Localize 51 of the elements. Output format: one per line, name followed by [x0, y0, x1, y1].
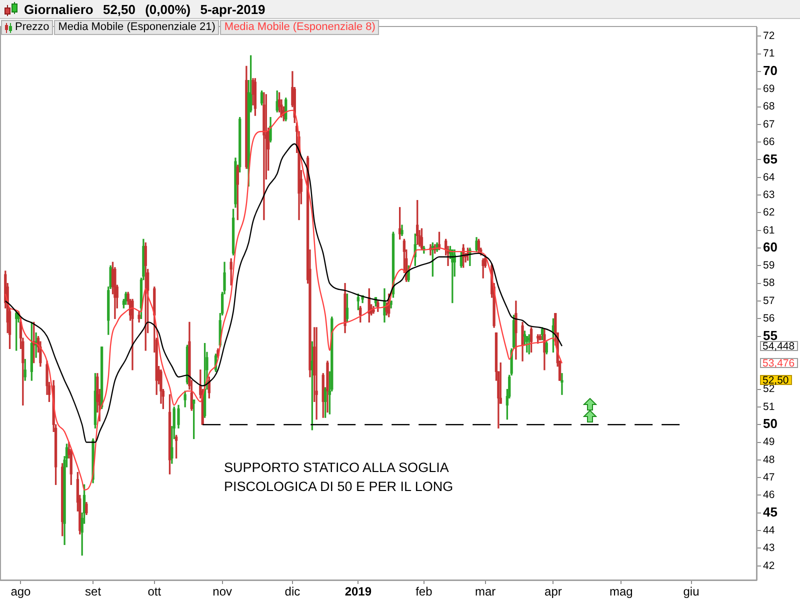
text: Media Mobile (Esponenziale 8) [224, 21, 376, 34]
y-tick-label: 47 [763, 471, 775, 484]
y-tick-label: 67 [763, 118, 775, 130]
y-tick-label: 68 [763, 100, 775, 113]
x-tick-label: ott [148, 584, 162, 599]
y-tick-label: 70 [763, 63, 778, 78]
x-tick-label: ago [10, 584, 32, 599]
y-tick-label: 51 [763, 400, 775, 413]
y-tick-label: 58 [763, 277, 775, 290]
x-tick-label: apr [544, 584, 562, 599]
y-tick-label: 48 [763, 454, 775, 466]
y-tick-label: 46 [763, 489, 775, 502]
y-tick-label: 65 [763, 151, 778, 166]
y-tick-label: 69 [763, 82, 775, 95]
y-tick-label: 50 [763, 416, 778, 432]
y-tick-label: 55 [763, 328, 778, 343]
candlestick [315, 327, 318, 420]
x-tick-label: feb [416, 584, 433, 599]
y-tick-label: 56 [763, 312, 775, 325]
legend-label: Prezzo [15, 21, 50, 34]
chart-title: Giornaliero 52,50 (0,00%) 5-apr-2019 [24, 2, 266, 17]
x-tick-label: nov [212, 584, 232, 599]
text: 53,476 [762, 357, 795, 370]
y-tick-label: 64 [763, 171, 775, 184]
x-tick-label: mar [474, 584, 496, 599]
y-tick-label: 72 [763, 30, 775, 42]
candlestick [560, 373, 564, 395]
y-tick-label: 57 [763, 294, 775, 307]
annotation: SUPPORTO STATICO ALLA SOGLIA PISCOLOGICA DI 50 E PER IL LONG [224, 459, 454, 496]
y-tick-label: 61 [763, 224, 775, 236]
y-tick-label: 60 [763, 240, 778, 255]
y-tick-label: 63 [763, 188, 775, 201]
x-tick-label: set [85, 584, 102, 599]
annotation: 52,50 [762, 374, 789, 386]
x-tick-label: giu [683, 584, 700, 599]
y-tick-label: 59 [763, 260, 775, 272]
x-tick-label: dic [284, 584, 300, 599]
y-tick-label: 62 [763, 206, 775, 219]
y-tick-label: 45 [763, 504, 778, 520]
x-tick-label: mag [609, 584, 633, 599]
y-tick-label: 71 [763, 48, 775, 60]
text: 54,448 [762, 340, 795, 352]
line-series [4, 143, 563, 443]
y-tick-label: 44 [763, 524, 775, 536]
y-tick-label: 66 [763, 136, 775, 148]
y-tick-label: 42 [763, 560, 775, 572]
y-tick-label: 43 [763, 542, 775, 554]
line-series [4, 110, 563, 491]
x-tick-label: 2019 [344, 584, 372, 599]
y-tick-label: 49 [763, 436, 775, 448]
text: Media Mobile (Esponenziale 21) [58, 21, 216, 34]
